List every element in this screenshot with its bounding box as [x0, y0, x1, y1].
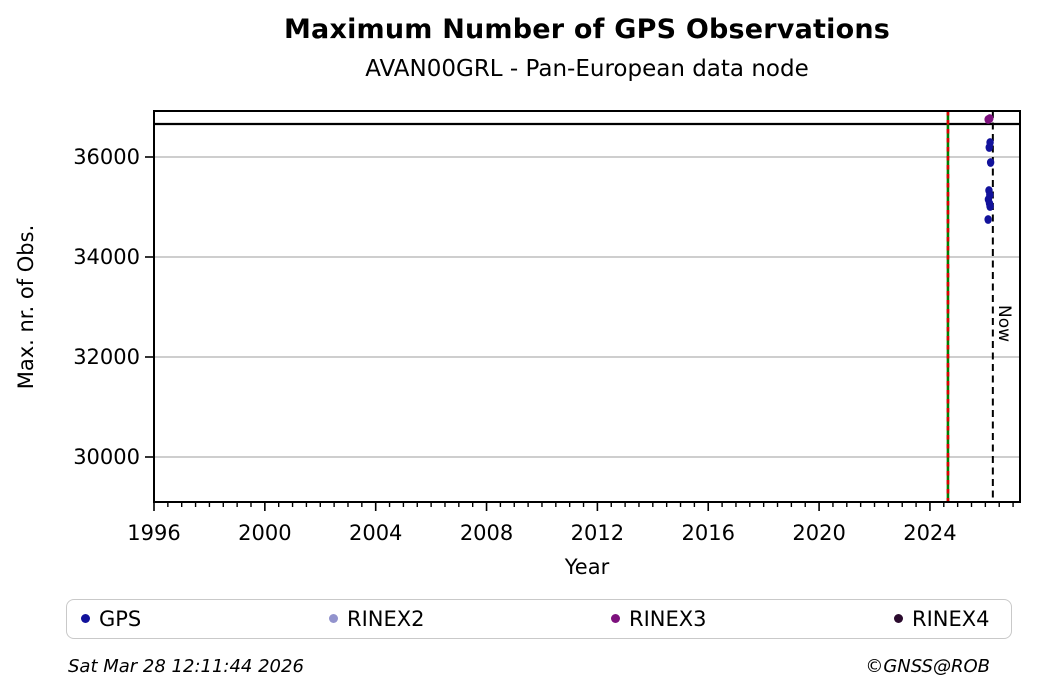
- copyright-credit: ©GNSS@ROB: [865, 656, 990, 677]
- y-tick-label: 32000: [73, 345, 140, 369]
- data-point-gps: [984, 215, 992, 224]
- y-axis-label: Max. nr. of Obs.: [14, 225, 38, 390]
- data-point-rinex3: [986, 114, 994, 123]
- y-tick-label: 30000: [73, 445, 140, 469]
- x-tick-label: 2008: [460, 521, 513, 545]
- rinex3-marker-icon: [611, 614, 620, 623]
- data-point-gps: [986, 202, 994, 211]
- legend-label-rinex2: RINEX2: [347, 606, 425, 631]
- rinex2-marker-icon: [329, 614, 338, 623]
- data-point-gps: [985, 143, 993, 152]
- legend: GPS RINEX2 RINEX3 RINEX4: [66, 599, 1012, 639]
- legend-label-rinex3: RINEX3: [629, 606, 707, 631]
- rinex4-marker-icon: [894, 614, 903, 623]
- legend-item-rinex3: RINEX3: [611, 600, 707, 637]
- legend-item-rinex4: RINEX4: [894, 600, 990, 637]
- y-tick-label: 36000: [73, 145, 140, 169]
- x-tick-label: 2020: [792, 521, 845, 545]
- x-axis-label: Year: [564, 555, 610, 579]
- x-tick-label: 2024: [903, 521, 956, 545]
- legend-label-gps: GPS: [99, 606, 142, 631]
- plot-timestamp: Sat Mar 28 12:11:44 2026: [68, 656, 304, 677]
- data-point-gps: [986, 158, 995, 167]
- legend-item-gps: GPS: [81, 600, 141, 637]
- legend-item-rinex2: RINEX2: [329, 600, 425, 637]
- now-line-label: Now: [994, 305, 1014, 342]
- chart-title: Maximum Number of GPS Observations: [283, 14, 891, 45]
- x-tick-label: 2000: [238, 521, 291, 545]
- chart-subtitle: AVAN00GRL - Pan-European data node: [365, 56, 809, 82]
- x-tick-label: 2016: [682, 521, 735, 545]
- gps-marker-icon: [81, 614, 90, 623]
- y-tick-label: 34000: [73, 245, 140, 269]
- legend-label-rinex4: RINEX4: [912, 606, 990, 631]
- x-tick-label: 1996: [127, 521, 180, 545]
- x-tick-label: 2004: [349, 521, 402, 545]
- x-tick-label: 2012: [571, 521, 624, 545]
- plot-border: [153, 110, 1021, 503]
